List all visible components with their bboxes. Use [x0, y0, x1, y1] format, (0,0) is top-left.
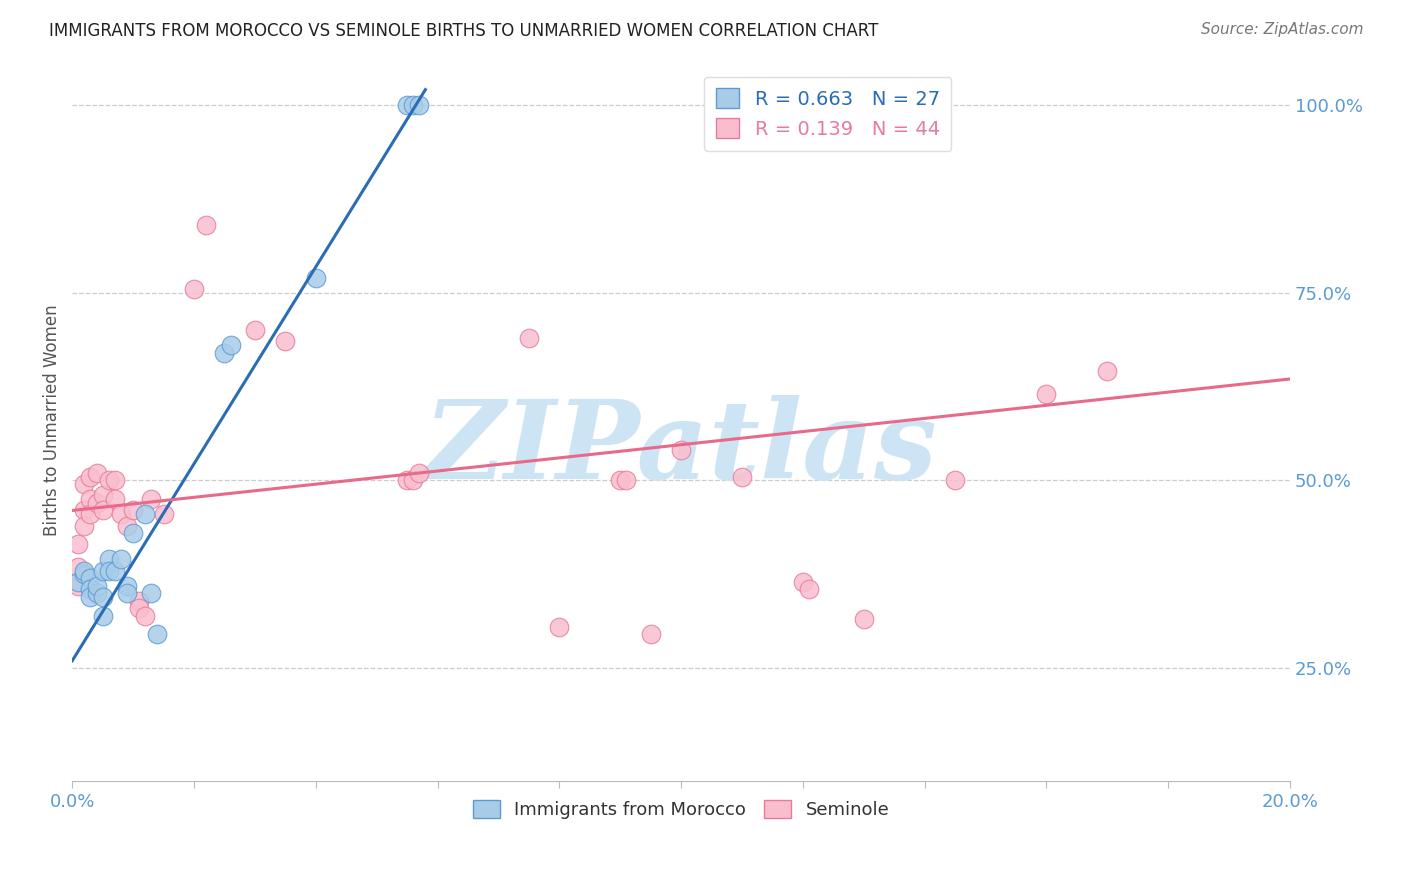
Point: [91, 488, 114, 502]
Point: [67, 574, 90, 589]
Point: [86, 496, 108, 510]
Point: [408, 466, 430, 480]
Point: [79, 582, 101, 597]
Point: [152, 507, 174, 521]
Point: [73, 477, 96, 491]
Point: [134, 608, 156, 623]
Point: [67, 537, 90, 551]
Legend: Immigrants from Morocco, Seminole: Immigrants from Morocco, Seminole: [465, 792, 897, 826]
Point: [67, 559, 90, 574]
Point: [669, 443, 692, 458]
Point: [110, 552, 132, 566]
Point: [640, 627, 662, 641]
Point: [219, 338, 242, 352]
Point: [852, 612, 875, 626]
Point: [110, 507, 132, 521]
Point: [67, 579, 90, 593]
Point: [134, 507, 156, 521]
Point: [614, 474, 637, 488]
Point: [797, 582, 820, 597]
Point: [91, 564, 114, 578]
Point: [141, 492, 163, 507]
Point: [73, 518, 96, 533]
Text: ZIPatlas: ZIPatlas: [425, 395, 938, 503]
Point: [396, 97, 419, 112]
Point: [73, 567, 96, 582]
Point: [146, 627, 169, 641]
Point: [243, 323, 266, 337]
Point: [86, 586, 108, 600]
Point: [97, 474, 120, 488]
Point: [396, 474, 419, 488]
Point: [305, 270, 328, 285]
Text: Source: ZipAtlas.com: Source: ZipAtlas.com: [1201, 22, 1364, 37]
Point: [943, 474, 966, 488]
Point: [214, 345, 236, 359]
Point: [79, 590, 101, 604]
Point: [141, 586, 163, 600]
Point: [115, 579, 138, 593]
Point: [86, 466, 108, 480]
Point: [402, 474, 425, 488]
Text: IMMIGRANTS FROM MOROCCO VS SEMINOLE BIRTHS TO UNMARRIED WOMEN CORRELATION CHART: IMMIGRANTS FROM MOROCCO VS SEMINOLE BIRT…: [49, 22, 879, 40]
Point: [79, 571, 101, 585]
Point: [79, 492, 101, 507]
Point: [792, 574, 814, 589]
Point: [548, 620, 571, 634]
Point: [86, 579, 108, 593]
Point: [1035, 387, 1057, 401]
Point: [91, 590, 114, 604]
Point: [128, 601, 150, 615]
Y-axis label: Births to Unmarried Women: Births to Unmarried Women: [44, 304, 60, 536]
Point: [1097, 364, 1119, 378]
Point: [274, 334, 297, 349]
Point: [731, 469, 754, 483]
Point: [122, 526, 145, 541]
Point: [408, 97, 430, 112]
Point: [517, 331, 540, 345]
Point: [79, 469, 101, 483]
Point: [73, 564, 96, 578]
Point: [104, 474, 127, 488]
Point: [195, 218, 218, 232]
Point: [183, 282, 205, 296]
Point: [115, 518, 138, 533]
Point: [97, 564, 120, 578]
Point: [97, 552, 120, 566]
Point: [79, 507, 101, 521]
Point: [104, 564, 127, 578]
Point: [402, 97, 425, 112]
Point: [91, 608, 114, 623]
Point: [609, 474, 631, 488]
Point: [91, 503, 114, 517]
Point: [115, 586, 138, 600]
Point: [122, 503, 145, 517]
Point: [104, 492, 127, 507]
Point: [73, 503, 96, 517]
Point: [128, 593, 150, 607]
